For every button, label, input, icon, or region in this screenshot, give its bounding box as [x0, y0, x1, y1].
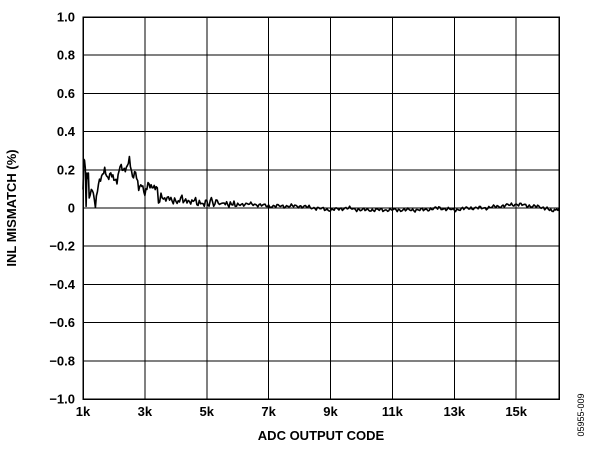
y-tick-label: 0.4	[57, 124, 76, 139]
x-tick-label: 9k	[323, 404, 338, 419]
y-tick-label: −0.8	[49, 353, 75, 368]
inl-mismatch-line	[82, 155, 560, 213]
x-tick-label: 3k	[138, 404, 153, 419]
y-tick-label: −0.4	[49, 277, 75, 292]
y-tick-label: 0.6	[57, 86, 75, 101]
x-tick-label: 15k	[505, 404, 527, 419]
y-axis-title: INL MISMATCH (%)	[4, 149, 19, 266]
y-tick-label: −0.6	[49, 315, 75, 330]
x-tick-label: 13k	[443, 404, 465, 419]
x-tick-label: 7k	[261, 404, 276, 419]
y-tick-label: −0.2	[49, 239, 75, 254]
y-tick-label: 0.2	[57, 162, 75, 177]
y-tick-label: 0	[68, 201, 75, 216]
figure-id: 05955-009	[576, 393, 586, 436]
x-tick-labels: 1k 3k 5k 7k 9k 11k 13k 15k	[76, 404, 528, 419]
x-tick-label: 1k	[76, 404, 91, 419]
y-tick-label: −1.0	[49, 392, 75, 407]
y-tick-label: 1.0	[57, 10, 75, 25]
x-axis-title: ADC OUTPUT CODE	[258, 428, 385, 443]
data-series	[82, 155, 560, 213]
x-tick-label: 5k	[200, 404, 215, 419]
y-tick-labels: 1.0 0.8 0.6 0.4 0.2 0 −0.2 −0.4 −0.6 −0.8 −1.0	[49, 10, 75, 407]
x-tick-label: 11k	[382, 404, 404, 419]
y-tick-label: 0.8	[57, 48, 75, 63]
